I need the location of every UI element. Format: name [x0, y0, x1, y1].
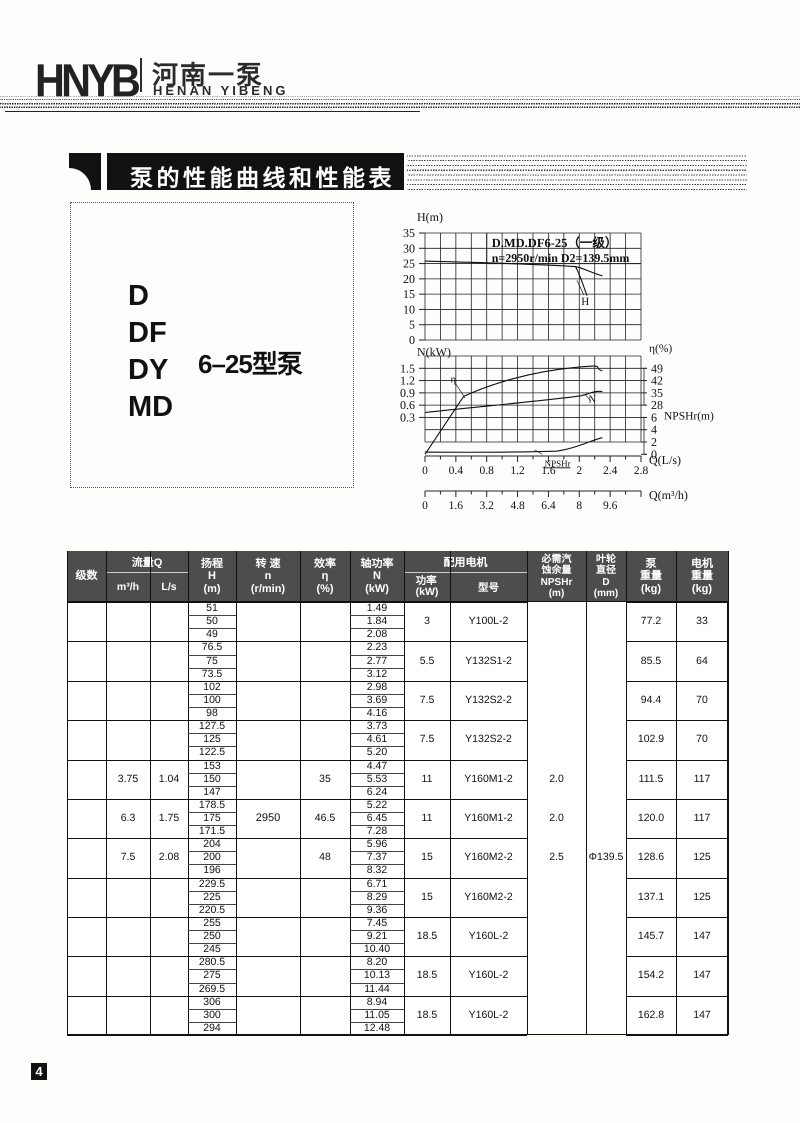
- svg-text:9.6: 9.6: [603, 500, 618, 512]
- svg-text:8: 8: [576, 500, 582, 512]
- svg-text:5: 5: [409, 318, 415, 332]
- svg-text:20: 20: [403, 272, 415, 286]
- svg-text:H(m): H(m): [417, 210, 443, 224]
- svg-text:D.MD.DF6-25（一级）: D.MD.DF6-25（一级）: [492, 235, 618, 250]
- svg-text:1.2: 1.2: [510, 465, 525, 477]
- svg-text:30: 30: [403, 241, 415, 255]
- svg-text:Q(L/s): Q(L/s): [649, 453, 681, 467]
- svg-text:3.2: 3.2: [480, 500, 495, 512]
- svg-text:4.8: 4.8: [510, 500, 525, 512]
- svg-text:η(%): η(%): [649, 343, 672, 355]
- svg-text:2.4: 2.4: [603, 465, 618, 477]
- svg-text:35: 35: [403, 226, 415, 240]
- svg-text:15: 15: [403, 287, 415, 301]
- svg-text:0.8: 0.8: [480, 465, 495, 477]
- svg-text:0: 0: [422, 500, 428, 512]
- svg-text:N(kW): N(kW): [417, 345, 451, 359]
- svg-text:Q(m³/h): Q(m³/h): [649, 488, 688, 502]
- svg-text:10: 10: [403, 302, 415, 316]
- svg-text:NPSHr(m): NPSHr(m): [664, 410, 714, 422]
- svg-text:0.4: 0.4: [449, 465, 464, 477]
- svg-text:η: η: [451, 374, 457, 385]
- svg-text:0.3: 0.3: [400, 410, 415, 424]
- svg-text:2.8: 2.8: [634, 465, 649, 477]
- svg-text:25: 25: [403, 257, 415, 271]
- svg-text:n=2950r/min D2=139.5mm: n=2950r/min D2=139.5mm: [492, 251, 630, 265]
- svg-text:H: H: [581, 296, 589, 308]
- svg-text:2: 2: [576, 465, 582, 477]
- svg-text:N: N: [589, 395, 597, 406]
- svg-text:6.4: 6.4: [541, 500, 556, 512]
- svg-text:0: 0: [422, 465, 428, 477]
- svg-text:NPSHr: NPSHr: [545, 458, 571, 468]
- svg-text:0: 0: [409, 333, 415, 347]
- svg-text:1.6: 1.6: [449, 500, 464, 512]
